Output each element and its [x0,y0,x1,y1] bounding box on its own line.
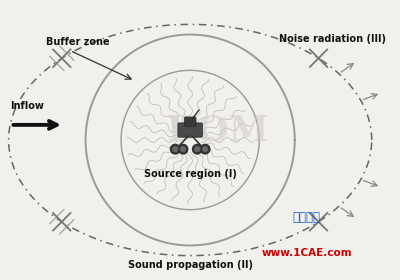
Circle shape [178,144,188,154]
Text: 仿真在线: 仿真在线 [292,211,320,224]
Text: Buffer zone: Buffer zone [46,38,110,48]
Circle shape [203,147,208,151]
Text: Source region (I): Source region (I) [144,169,236,179]
Text: Inflow: Inflow [10,101,44,111]
FancyBboxPatch shape [184,117,196,127]
Circle shape [181,147,186,151]
Circle shape [200,144,210,154]
Circle shape [195,147,200,151]
Circle shape [192,144,202,154]
Text: Noise radiation (III): Noise radiation (III) [279,34,386,43]
Text: DOM: DOM [166,113,269,147]
Circle shape [173,147,178,151]
Text: www.1CAE.com: www.1CAE.com [261,248,352,258]
FancyBboxPatch shape [178,123,202,137]
Circle shape [170,144,180,154]
Text: Sound propagation (II): Sound propagation (II) [128,260,253,270]
